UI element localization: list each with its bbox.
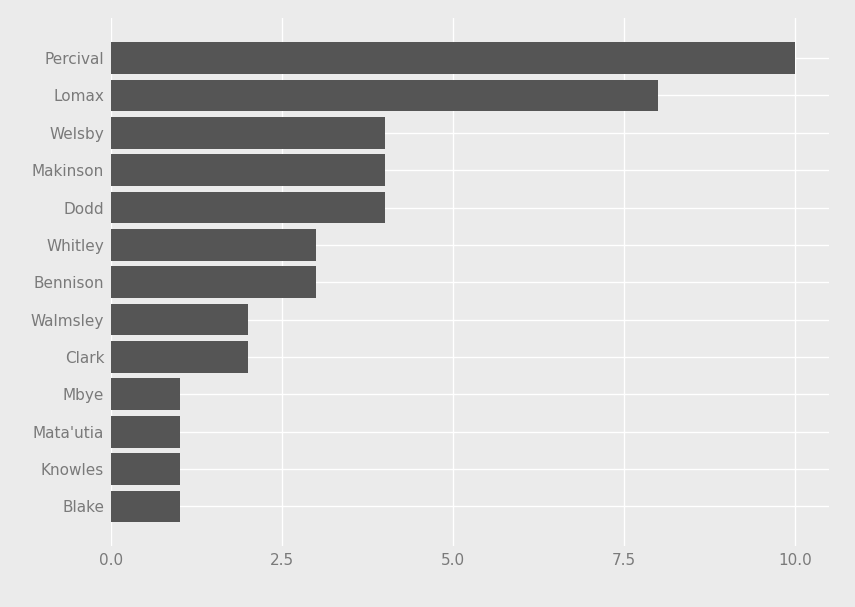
Bar bbox=[111, 453, 180, 485]
Bar bbox=[111, 341, 248, 373]
Bar bbox=[111, 154, 385, 186]
Bar bbox=[111, 42, 795, 74]
Bar bbox=[111, 229, 316, 261]
Bar bbox=[111, 490, 180, 522]
Bar bbox=[111, 80, 658, 111]
Bar bbox=[111, 416, 180, 447]
Bar bbox=[111, 266, 316, 298]
Bar bbox=[111, 378, 180, 410]
Bar bbox=[111, 304, 248, 336]
Bar bbox=[111, 117, 385, 149]
Bar bbox=[111, 192, 385, 223]
